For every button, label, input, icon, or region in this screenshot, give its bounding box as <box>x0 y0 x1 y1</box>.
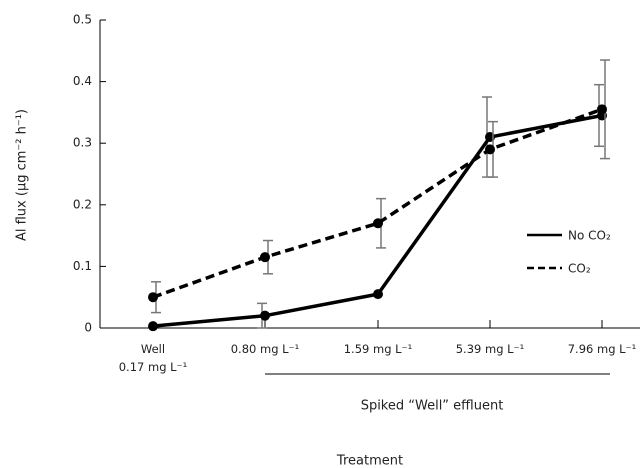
y-tick-label: 0.4 <box>73 74 92 88</box>
point <box>260 252 270 263</box>
y-tick-label: 0.5 <box>73 13 92 27</box>
point <box>260 310 270 321</box>
x-axis-label: Treatment <box>336 454 403 468</box>
point <box>597 104 607 115</box>
x-tick-label: 1.59 mg L⁻¹ <box>343 342 413 356</box>
x-tick-label: 5.39 mg L⁻¹ <box>455 342 525 356</box>
point <box>373 218 383 229</box>
y-axis-label: Al flux (µg cm⁻² h⁻¹) <box>15 109 30 241</box>
y-tick-label: 0.3 <box>73 136 92 150</box>
legend-label: No CO₂ <box>568 229 611 243</box>
y-tick-label: 0 <box>84 321 92 335</box>
point <box>148 292 158 303</box>
annotation: Spiked “Well” effluent <box>361 399 504 414</box>
point <box>148 321 158 332</box>
y-tick-label: 0.2 <box>73 197 92 211</box>
y-tick-label: 0.1 <box>73 259 92 273</box>
point <box>373 289 383 300</box>
point <box>485 144 495 155</box>
legend-label: CO₂ <box>568 262 591 276</box>
x-tick-label: Well 0.17 mg L⁻¹ <box>118 342 188 374</box>
x-tick-label: 0.80 mg L⁻¹ <box>230 342 300 356</box>
series-line <box>152 107 603 299</box>
x-tick-label: 7.96 mg L⁻¹ <box>567 342 637 356</box>
